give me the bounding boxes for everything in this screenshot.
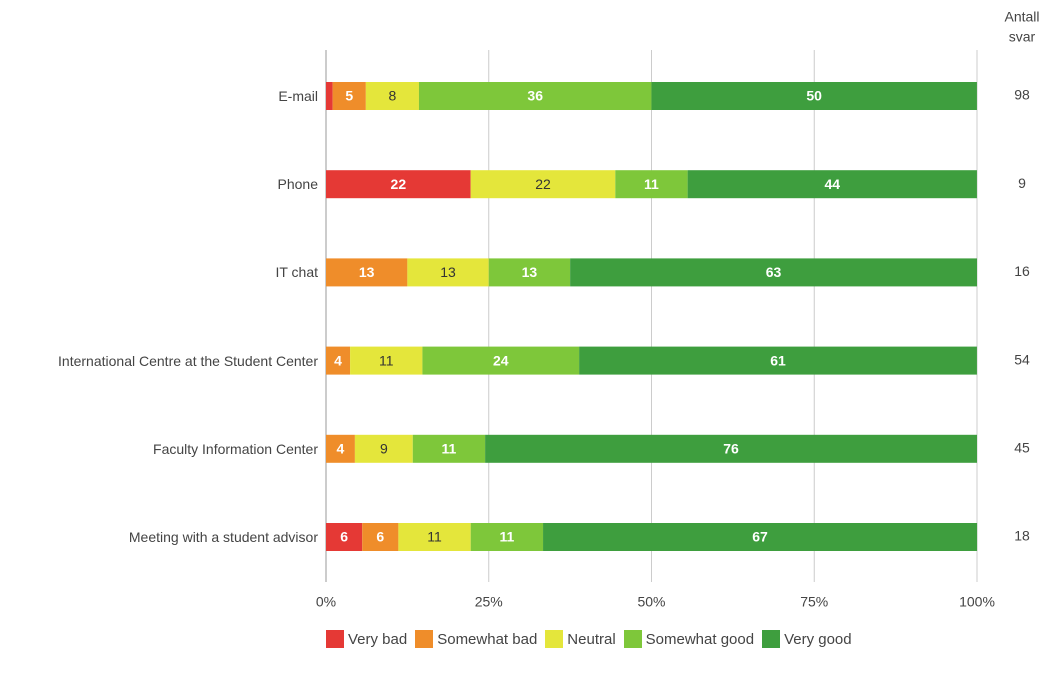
count: 54 xyxy=(1014,351,1030,367)
legend-label: Somewhat good xyxy=(645,630,755,648)
x-tick-label: 50% xyxy=(637,594,665,610)
data-label: 4 xyxy=(337,441,345,457)
data-label: 22 xyxy=(391,176,407,192)
data-label: 6 xyxy=(340,529,348,545)
bar-segment xyxy=(365,82,419,110)
bar-segment xyxy=(418,82,652,110)
data-label: 76 xyxy=(723,441,739,457)
legend-item: Very bad xyxy=(326,622,407,656)
data-label: 6 xyxy=(376,529,384,545)
bar-segment xyxy=(326,82,333,110)
bar-segment xyxy=(470,170,616,199)
data-label: 11 xyxy=(644,176,659,192)
data-label: 63 xyxy=(766,264,782,280)
legend-item: Somewhat bad xyxy=(415,622,537,656)
bar-segment xyxy=(326,523,363,551)
y-tick-label: E-mail xyxy=(278,88,318,104)
bar-segment xyxy=(470,523,544,551)
data-label: 11 xyxy=(427,529,442,545)
bar-segment xyxy=(398,523,471,551)
legend-swatch xyxy=(623,630,642,648)
count: 16 xyxy=(1014,263,1030,279)
bar-segment xyxy=(488,258,571,287)
y-tick-label: Faculty Information Center xyxy=(153,440,318,457)
bar-segment xyxy=(579,346,977,375)
legend-swatch xyxy=(326,630,344,648)
x-tick-label: 100% xyxy=(959,594,995,610)
data-label: 36 xyxy=(527,88,543,104)
bar-segment xyxy=(570,258,977,287)
data-label: 4 xyxy=(334,352,342,368)
legend-swatch xyxy=(545,630,564,648)
data-label: 44 xyxy=(824,176,840,192)
legend-swatch xyxy=(415,630,434,648)
data-label: 22 xyxy=(535,176,551,192)
x-tick-label: 25% xyxy=(475,594,503,610)
legend: Very bad Somewhat bad Neutral Somewhat good… xyxy=(326,622,906,656)
bar-segment xyxy=(687,170,977,199)
count: 9 xyxy=(1018,175,1026,191)
count: 45 xyxy=(1014,440,1030,456)
legend-label: Very good xyxy=(784,630,852,648)
legend-item: Neutral xyxy=(545,622,616,656)
data-label: 9 xyxy=(380,441,388,457)
y-tick-label: Phone xyxy=(277,176,318,193)
bar-segment xyxy=(412,434,486,463)
bar-segment xyxy=(485,434,977,463)
x-tick-label: 75% xyxy=(800,594,828,610)
y-tick-label: IT chat xyxy=(275,264,318,281)
bar-segment xyxy=(350,346,423,375)
data-label: 67 xyxy=(752,529,768,545)
bar-segment xyxy=(407,258,489,287)
bar-segment xyxy=(362,523,399,551)
legend-label: Neutral xyxy=(567,630,616,648)
bar-segment xyxy=(326,434,355,463)
bar-segment xyxy=(615,170,688,199)
bar-segment xyxy=(326,346,351,375)
data-label: 13 xyxy=(359,264,375,280)
bar-segment xyxy=(332,82,366,110)
count-header: svar xyxy=(1009,29,1036,45)
data-label: 11 xyxy=(379,352,394,368)
data-label: 13 xyxy=(522,264,538,280)
bar-segment xyxy=(543,523,978,551)
x-tick-label: 0% xyxy=(316,594,336,610)
data-label: 50 xyxy=(806,88,822,104)
count-header: Antall xyxy=(1004,9,1039,25)
y-tick-label: International Centre at the Student Cent… xyxy=(58,352,318,369)
bar-segment xyxy=(326,170,471,199)
data-label: 8 xyxy=(389,88,397,104)
bar-segment xyxy=(651,82,977,110)
legend-item: Somewhat good xyxy=(623,622,755,656)
bar-segment xyxy=(422,346,580,375)
data-label: 13 xyxy=(440,264,456,280)
legend-label: Very bad xyxy=(348,630,408,648)
count: 18 xyxy=(1014,528,1030,544)
bar-segment xyxy=(354,434,413,463)
data-label: 11 xyxy=(442,441,457,457)
legend-swatch xyxy=(762,630,781,648)
legend-label: Somewhat bad xyxy=(437,630,538,648)
legend-item: Very good xyxy=(762,622,852,656)
bar-segment xyxy=(326,258,408,287)
data-label: 11 xyxy=(499,529,514,545)
data-label: 5 xyxy=(345,88,353,104)
data-label: 61 xyxy=(770,352,786,368)
data-label: 24 xyxy=(493,352,509,368)
y-tick-label: Meeting with a student advisor xyxy=(128,529,318,545)
count: 98 xyxy=(1014,87,1030,103)
